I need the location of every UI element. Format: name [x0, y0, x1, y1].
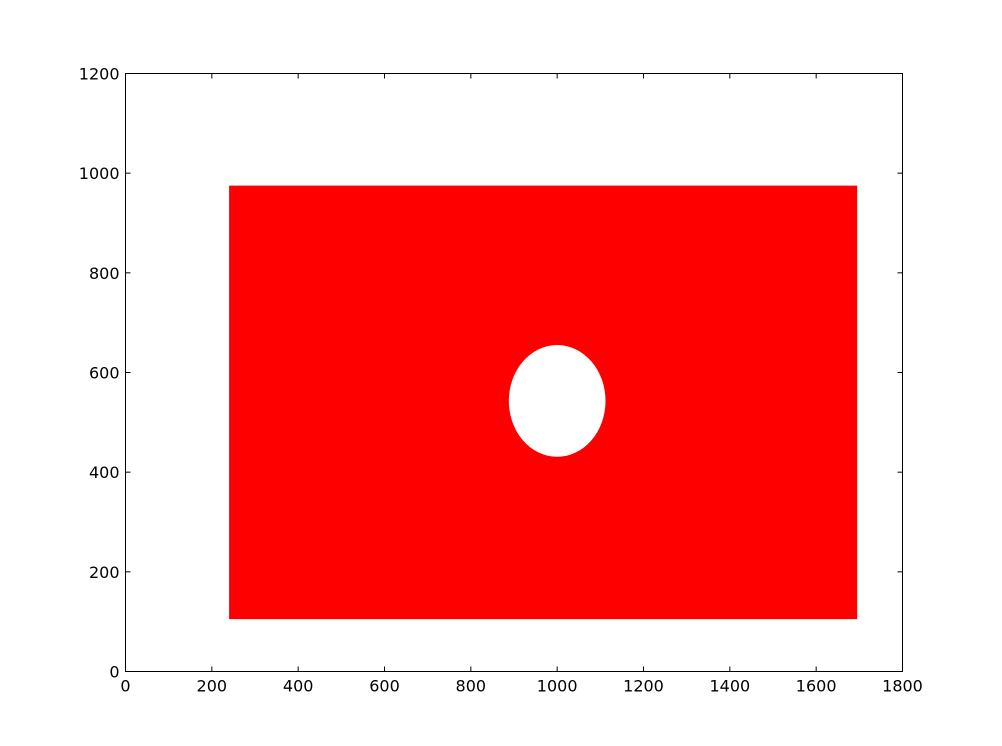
x-tick-label: 200: [197, 677, 228, 696]
axis-ticks: [125, 73, 903, 672]
y-tick-label: 1000: [79, 164, 120, 183]
x-tick-label: 1400: [709, 677, 750, 696]
plot-area: [125, 73, 903, 672]
y-axis-tick-labels: 0 200 400 600 800 1000 1200: [79, 65, 120, 682]
series-0-region: [229, 185, 858, 620]
data-marks: [229, 185, 858, 620]
x-tick-label: 1200: [623, 677, 664, 696]
y-tick-label: 400: [89, 463, 120, 482]
y-tick-label: 0: [109, 663, 119, 682]
y-tick-label: 1200: [79, 65, 120, 84]
y-tick-label: 800: [89, 264, 120, 283]
x-tick-label: 400: [283, 677, 314, 696]
x-axis-tick-labels: 0 200 400 600 800 1000 1200 1400 1600 1800: [120, 677, 922, 696]
y-tick-label: 600: [89, 364, 120, 383]
x-tick-label: 800: [456, 677, 487, 696]
axes-frame: [125, 73, 903, 672]
x-tick-label: 600: [369, 677, 400, 696]
x-tick-label: 1600: [796, 677, 837, 696]
x-tick-label: 1000: [537, 677, 578, 696]
y-tick-label: 200: [89, 563, 120, 582]
x-tick-label: 0: [120, 677, 130, 696]
x-tick-label: 1800: [882, 677, 923, 696]
